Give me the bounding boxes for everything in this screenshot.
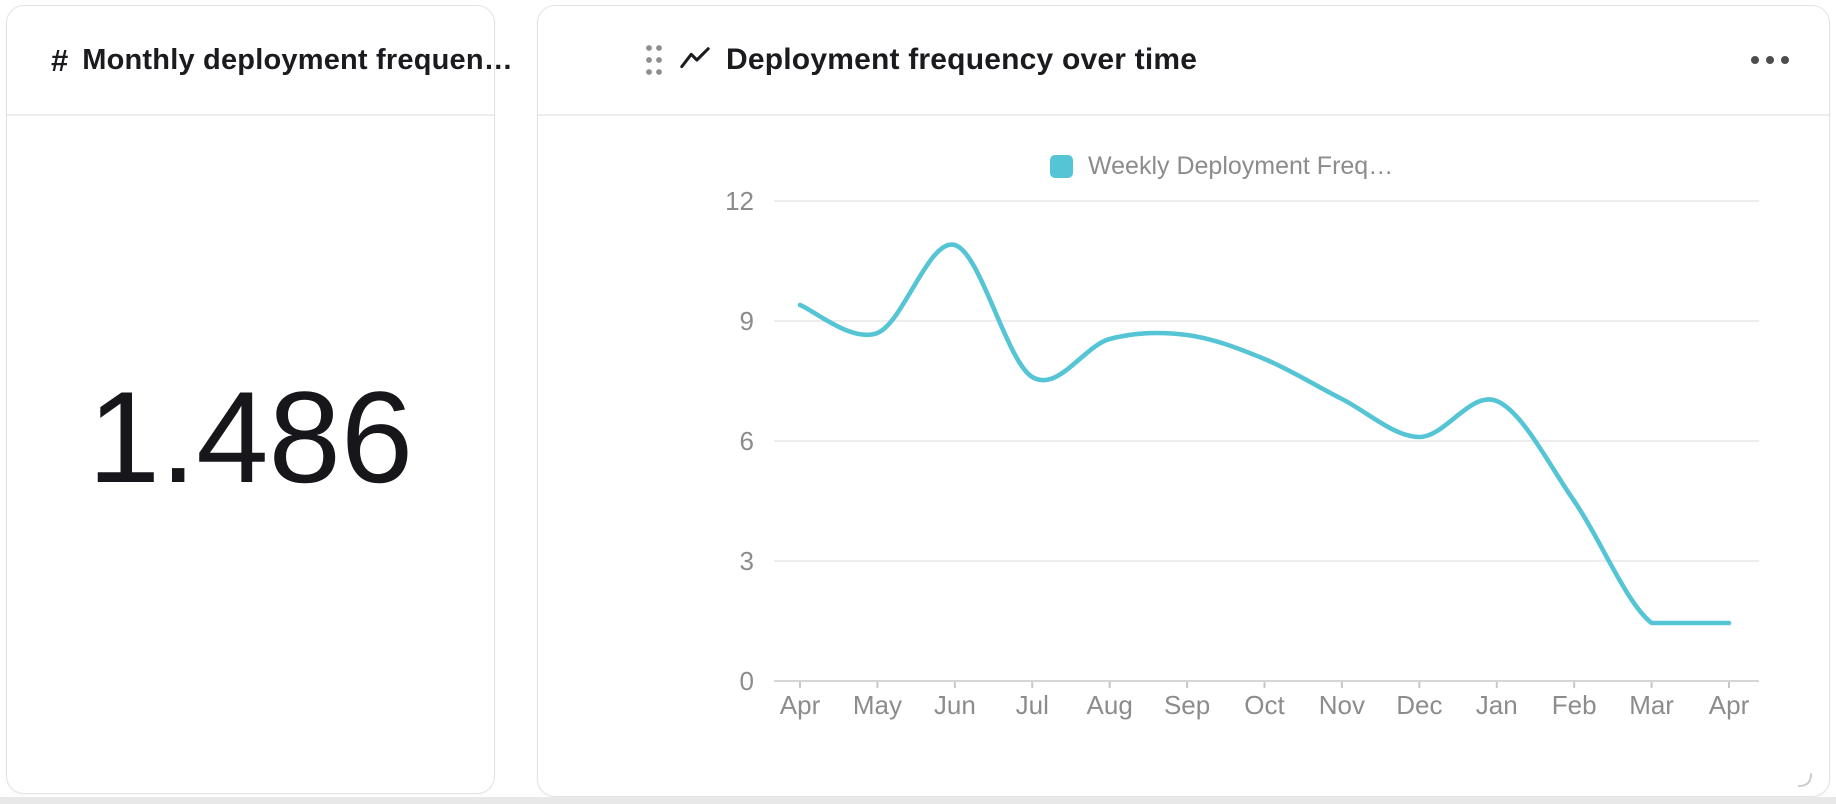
y-tick-label: 0 — [740, 666, 754, 696]
x-tick-label: Apr — [1709, 690, 1750, 720]
metric-widget-body: 1.486 — [7, 116, 494, 793]
y-tick-label: 9 — [740, 306, 754, 336]
x-tick-label: Jul — [1016, 690, 1049, 720]
x-tick-label: Sep — [1164, 690, 1210, 720]
line-chart-icon — [678, 43, 712, 77]
y-tick-label: 6 — [740, 426, 754, 456]
legend-swatch — [1050, 155, 1073, 178]
metric-widget-title: Monthly deployment frequen… — [82, 43, 513, 76]
chart-legend[interactable]: Weekly Deployment Freq… — [1050, 152, 1393, 181]
metric-widget-card[interactable]: # Monthly deployment frequen… 1.486 — [6, 5, 513, 794]
chart-widget-title: Deployment frequency over time — [726, 43, 1198, 76]
y-tick-label: 12 — [725, 186, 754, 216]
x-tick-label: Jun — [934, 690, 976, 720]
widget-menu-button[interactable] — [1747, 48, 1793, 72]
legend-label: Weekly Deployment Freq… — [1088, 152, 1394, 180]
x-tick-label: Aug — [1087, 690, 1133, 720]
ellipsis-dot — [1766, 56, 1774, 64]
ellipsis-dot — [1751, 56, 1759, 64]
metric-value: 1.486 — [87, 363, 414, 510]
x-tick-label: Jan — [1476, 690, 1518, 720]
x-tick-label: Nov — [1319, 690, 1365, 720]
y-tick-label: 3 — [740, 546, 754, 576]
x-tick-label: Apr — [780, 690, 821, 720]
x-tick-label: Oct — [1244, 690, 1285, 720]
x-tick-label: Mar — [1629, 690, 1674, 720]
chart-widget-card[interactable]: Deployment frequency over time 0 3 6 9 12 Apr… — [537, 5, 1830, 797]
page-bottom-edge — [0, 797, 1836, 804]
number-metric-icon: # — [51, 42, 69, 78]
x-tick-label: Dec — [1396, 690, 1442, 720]
x-tick-label: May — [853, 690, 902, 720]
deployment-frequency-line — [797, 242, 1732, 626]
ellipsis-dot — [1781, 56, 1789, 64]
drag-handle-icon[interactable] — [644, 42, 664, 78]
resize-handle-icon[interactable] — [1797, 772, 1813, 788]
chart-widget-header: Deployment frequency over time — [538, 6, 1829, 116]
deployment-frequency-line-chart: 0 3 6 9 12 Apr May Jun Jul Aug Sep Oct Nov Dec Jan Feb M… — [725, 186, 1759, 720]
metric-widget-header: # Monthly deployment frequen… — [7, 6, 513, 116]
x-tick-label: Feb — [1552, 690, 1597, 720]
